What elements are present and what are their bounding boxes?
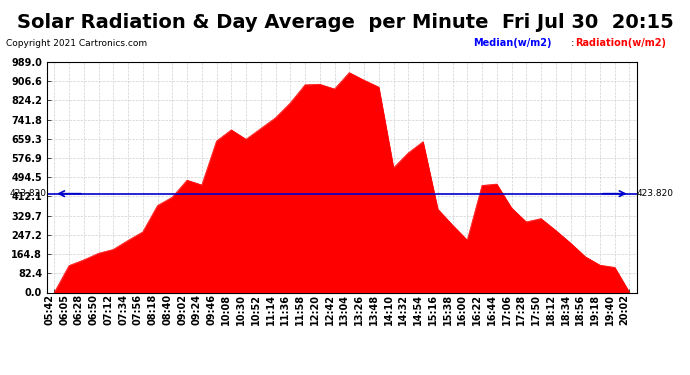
- Text: Copyright 2021 Cartronics.com: Copyright 2021 Cartronics.com: [6, 39, 147, 48]
- Text: Radiation(w/m2): Radiation(w/m2): [575, 38, 666, 48]
- Text: 423.820: 423.820: [10, 189, 47, 198]
- Text: Solar Radiation & Day Average  per Minute  Fri Jul 30  20:15: Solar Radiation & Day Average per Minute…: [17, 13, 673, 32]
- Text: :: :: [568, 38, 578, 48]
- Text: Median(w/m2): Median(w/m2): [473, 38, 551, 48]
- Text: 423.820: 423.820: [637, 189, 674, 198]
